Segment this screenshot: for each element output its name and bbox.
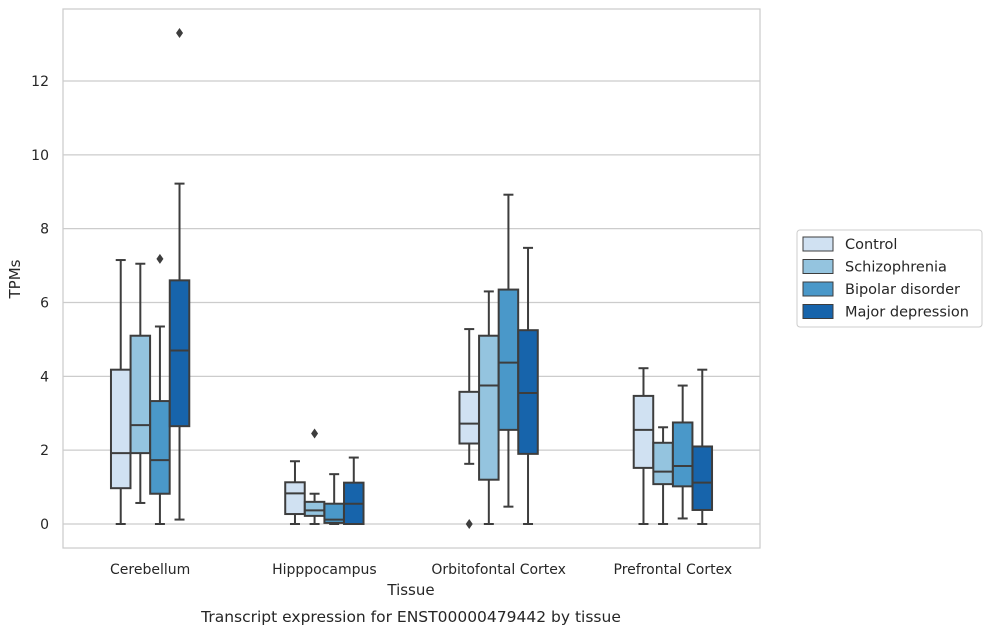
legend-frame — [796, 229, 983, 328]
box — [109, 368, 132, 490]
x-axis-label: Tissue — [386, 581, 434, 599]
y-axis-label: TPMs — [6, 259, 24, 299]
box — [458, 390, 480, 445]
y-tick-label: 12 — [31, 74, 49, 90]
box-series — [109, 27, 714, 530]
outlier-point — [311, 428, 319, 439]
legend: Control Schizophrenia Bipolar disorder Majo… — [796, 229, 983, 328]
box — [284, 481, 306, 516]
outlier-point — [156, 253, 164, 264]
x-tick-label: Orbitofontal Cortex — [431, 562, 566, 578]
legend-label: Control — [845, 237, 897, 253]
box — [632, 394, 655, 469]
y-tick-label: 10 — [31, 148, 49, 164]
box — [497, 288, 520, 431]
box — [478, 334, 500, 481]
box — [303, 500, 326, 517]
y-tick-label: 2 — [40, 443, 49, 459]
legend-swatch — [802, 259, 834, 274]
legend-swatch — [802, 236, 834, 252]
legend-label: Schizophrenia — [845, 260, 947, 276]
box — [168, 279, 191, 428]
chart-caption: Transcript expression for ENST0000047944… — [200, 608, 621, 626]
legend-swatch — [802, 304, 834, 319]
box — [149, 400, 171, 495]
y-tick-label: 6 — [40, 295, 49, 311]
y-tick-label: 4 — [40, 369, 49, 385]
y-tick-labels: 0 2 4 6 8 10 12 — [31, 74, 49, 533]
legend-label: Major depression — [845, 305, 969, 321]
outlier-point — [176, 27, 184, 38]
legend-swatch — [802, 281, 834, 297]
y-tick-label: 0 — [40, 517, 49, 533]
x-tick-labels: Cerebellum Hipppocampus Orbitofontal Corte… — [110, 562, 732, 578]
x-tick-label: Prefrontal Cortex — [614, 562, 733, 578]
y-tick-label: 8 — [40, 222, 49, 238]
box — [691, 445, 714, 511]
legend-label: Bipolar disorder — [845, 282, 960, 298]
box — [671, 421, 694, 488]
box — [129, 334, 152, 455]
box — [652, 441, 674, 486]
outlier-point — [465, 519, 473, 530]
x-tick-label: Cerebellum — [110, 562, 190, 578]
x-tick-label: Hipppocampus — [272, 562, 377, 578]
